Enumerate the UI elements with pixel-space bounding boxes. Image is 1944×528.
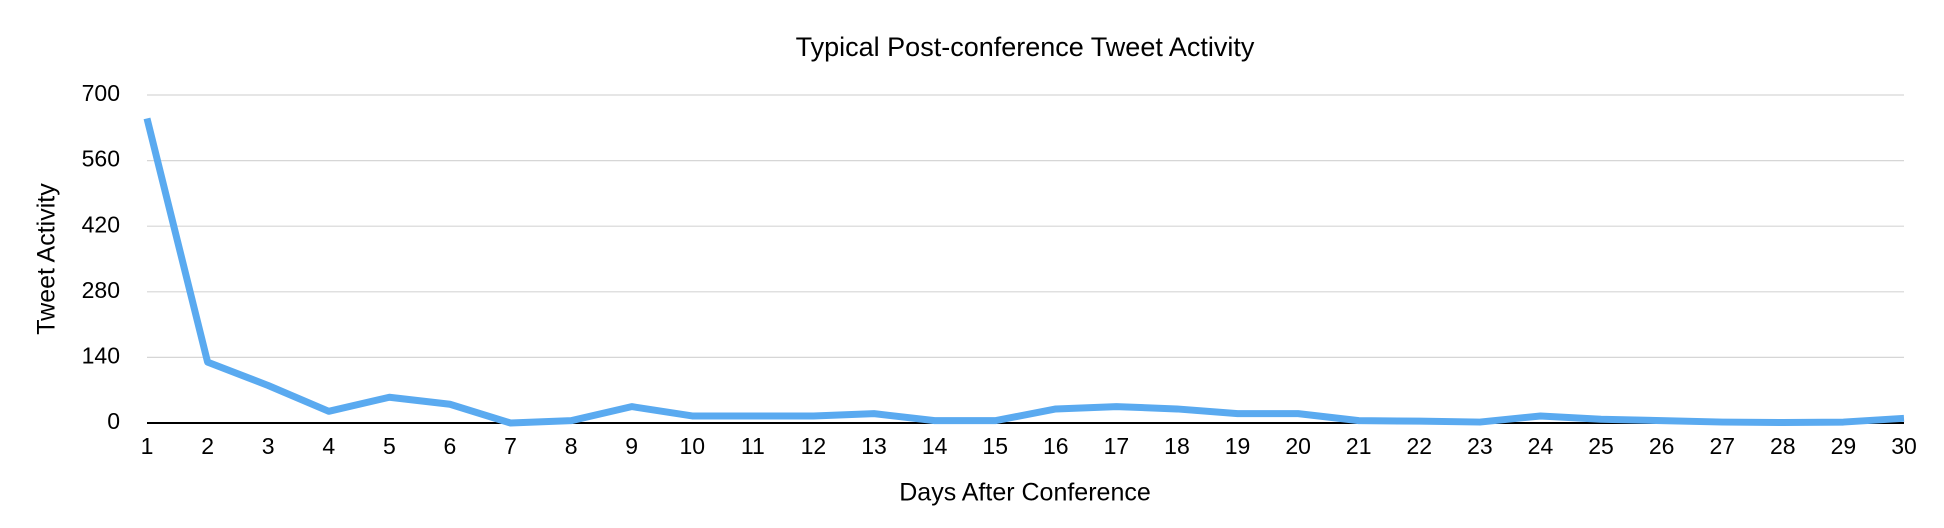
- x-tick-label: 3: [262, 433, 275, 459]
- x-tick-label: 7: [504, 433, 517, 459]
- x-tick-label: 19: [1225, 433, 1251, 459]
- x-tick-label: 6: [444, 433, 457, 459]
- x-tick-label: 23: [1467, 433, 1493, 459]
- x-tick-label: 14: [922, 433, 948, 459]
- y-axis-title: Tweet Activity: [33, 183, 61, 335]
- x-tick-label: 22: [1407, 433, 1433, 459]
- x-tick-label: 9: [625, 433, 638, 459]
- x-tick-label: 2: [201, 433, 214, 459]
- x-tick-label: 18: [1164, 433, 1190, 459]
- x-tick-label: 27: [1709, 433, 1735, 459]
- x-tick-label: 28: [1770, 433, 1796, 459]
- x-tick-label: 29: [1831, 433, 1857, 459]
- x-tick-label: 30: [1891, 433, 1917, 459]
- x-tick-label: 21: [1346, 433, 1372, 459]
- y-tick-label: 700: [82, 80, 120, 106]
- y-tick-label: 420: [82, 211, 120, 237]
- y-tick-label: 140: [82, 342, 120, 368]
- x-tick-label: 26: [1649, 433, 1675, 459]
- chart-title: Typical Post-conference Tweet Activity: [796, 32, 1255, 62]
- x-tick-label: 4: [322, 433, 335, 459]
- x-tick-label: 10: [679, 433, 705, 459]
- data-line: [143, 117, 1905, 427]
- x-tick-label: 25: [1588, 433, 1614, 459]
- x-tick-label: 24: [1528, 433, 1554, 459]
- y-tick-label: 560: [82, 146, 120, 172]
- x-tick-label: 20: [1285, 433, 1311, 459]
- x-tick-label: 15: [982, 433, 1008, 459]
- x-tick-label: 13: [861, 433, 887, 459]
- x-tick-label: 5: [383, 433, 396, 459]
- x-tick-label: 1: [141, 433, 154, 459]
- y-tick-label: 280: [82, 277, 120, 303]
- x-tick-label: 17: [1104, 433, 1130, 459]
- x-tick-label: 11: [741, 433, 765, 459]
- x-axis-title: Days After Conference: [899, 479, 1151, 507]
- x-tick-label: 16: [1043, 433, 1069, 459]
- y-tick-label: 0: [107, 408, 120, 434]
- x-tick-label: 8: [565, 433, 578, 459]
- x-tick-label: 12: [801, 433, 827, 459]
